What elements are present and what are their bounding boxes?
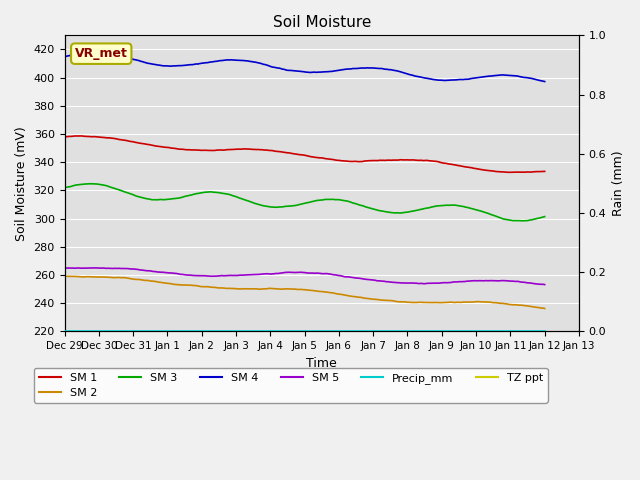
Legend: SM 1, SM 2, SM 3, SM 4, SM 5, Precip_mm, TZ ppt: SM 1, SM 2, SM 3, SM 4, SM 5, Precip_mm,… [34,368,548,403]
X-axis label: Time: Time [307,357,337,370]
Y-axis label: Rain (mm): Rain (mm) [612,151,625,216]
Title: Soil Moisture: Soil Moisture [273,15,371,30]
Y-axis label: Soil Moisture (mV): Soil Moisture (mV) [15,126,28,240]
Text: VR_met: VR_met [75,47,128,60]
